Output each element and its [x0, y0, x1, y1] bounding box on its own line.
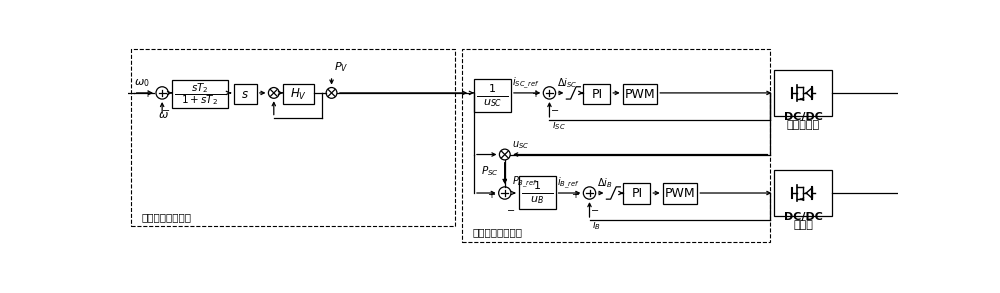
Text: +: + — [571, 190, 579, 200]
Text: $i_{B\_ref}$: $i_{B\_ref}$ — [557, 176, 580, 191]
Text: $-$: $-$ — [550, 104, 559, 114]
Text: 混合储能功率分配: 混合储能功率分配 — [472, 228, 522, 238]
Bar — [774, 170, 832, 216]
Text: +: + — [531, 89, 539, 99]
Text: $-$: $-$ — [506, 204, 515, 214]
Bar — [623, 84, 657, 105]
Text: $\omega_0$: $\omega_0$ — [134, 77, 149, 89]
Text: $H_V$: $H_V$ — [290, 86, 307, 102]
Bar — [234, 84, 257, 105]
Bar — [774, 70, 832, 116]
Text: $1+sT_2$: $1+sT_2$ — [181, 93, 218, 107]
Bar — [462, 49, 770, 241]
Text: PI: PI — [631, 187, 642, 200]
Bar — [172, 80, 228, 108]
Text: $\Delta i_{SC}$: $\Delta i_{SC}$ — [557, 76, 578, 90]
Text: $i_{SC\_ref}$: $i_{SC\_ref}$ — [512, 75, 540, 91]
Text: PI: PI — [591, 88, 602, 100]
Bar — [623, 183, 650, 204]
Text: PWM: PWM — [625, 88, 655, 100]
Text: $s$: $s$ — [241, 88, 249, 100]
Bar — [663, 183, 697, 204]
Bar — [583, 84, 610, 105]
Text: $-$: $-$ — [590, 204, 599, 214]
Text: $i_B$: $i_B$ — [592, 218, 601, 232]
Text: $u_B$: $u_B$ — [530, 194, 544, 206]
Text: +: + — [143, 89, 151, 99]
Text: $u_{SC}$: $u_{SC}$ — [512, 140, 530, 151]
Text: DC/DC: DC/DC — [784, 112, 823, 122]
Text: $1$: $1$ — [533, 179, 541, 191]
Text: $sT_2$: $sT_2$ — [191, 81, 209, 95]
Text: $\omega$: $\omega$ — [158, 110, 168, 120]
Text: $u_{SC}$: $u_{SC}$ — [483, 97, 502, 109]
Text: $P_V$: $P_V$ — [334, 61, 348, 74]
Bar — [131, 49, 455, 226]
Text: $\Delta i_B$: $\Delta i_B$ — [597, 176, 613, 190]
Bar — [283, 84, 314, 105]
Text: 暂态能量转移控制: 暂态能量转移控制 — [141, 212, 191, 222]
Text: $i_{SC}$: $i_{SC}$ — [552, 118, 565, 132]
Text: $1$: $1$ — [488, 82, 496, 94]
Text: PWM: PWM — [665, 187, 695, 200]
Text: $P_{B\_ref}$: $P_{B\_ref}$ — [512, 175, 539, 190]
Text: DC/DC: DC/DC — [784, 212, 823, 222]
Text: 蕊电池: 蕊电池 — [793, 220, 813, 230]
Text: $-$: $-$ — [161, 104, 170, 114]
Text: 超级电容器: 超级电容器 — [787, 120, 820, 130]
Bar — [519, 176, 556, 209]
Bar — [474, 79, 511, 112]
Text: +: + — [487, 190, 495, 200]
Text: $P_{SC}$: $P_{SC}$ — [481, 164, 499, 178]
